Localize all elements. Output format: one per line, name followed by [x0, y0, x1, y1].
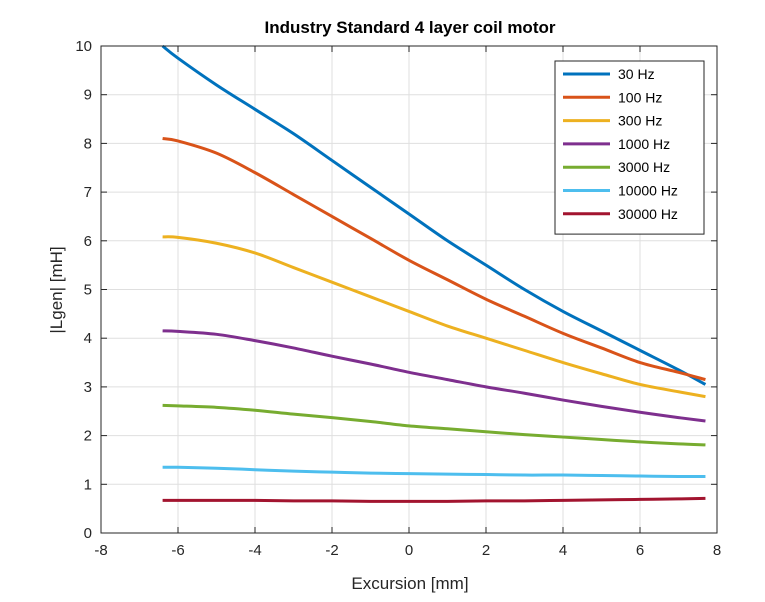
legend-entry: 1000 Hz: [563, 136, 670, 152]
y-tick-label: 5: [84, 282, 92, 299]
y-tick-label: 8: [84, 135, 92, 152]
legend: 30 Hz 100 Hz 300 Hz 1000 Hz 3000 Hz 10000 Hz 3…: [554, 60, 705, 235]
legend-box: [554, 60, 705, 235]
y-tick-label: 3: [84, 379, 92, 396]
y-tick-label: 2: [84, 428, 92, 445]
chart-title: Industry Standard 4 layer coil motor: [265, 18, 556, 37]
y-tick-label: 1: [84, 476, 92, 493]
series-line-1: [161, 44, 707, 386]
legend-entry: 30 Hz: [563, 66, 655, 82]
y-tick-label: 6: [84, 233, 92, 250]
series-line-3: [162, 235, 706, 399]
legend-entry: 3000 Hz: [563, 159, 670, 175]
series-line-2: [162, 137, 706, 382]
x-tick-label: -8: [94, 542, 107, 559]
y-tick-label: 4: [84, 330, 92, 347]
legend-label: 10000 Hz: [618, 183, 678, 199]
series-line-4: [162, 329, 706, 423]
x-tick-label: 2: [482, 542, 490, 559]
legend-label: 30000 Hz: [618, 206, 678, 222]
legend-entry: 300 Hz: [563, 113, 662, 129]
series-layer: [161, 44, 707, 503]
legend-entry: 30000 Hz: [563, 206, 678, 222]
y-tick-label: 10: [75, 38, 92, 55]
tick-labels: -8 -6 -4 -2 0 2 4 6 8 0 1 2 3 4 5 6 7 8 9 10: [75, 38, 721, 559]
y-axis-label: |Lgen| [mH]: [47, 246, 66, 333]
x-axis-label: Excursion [mm]: [351, 574, 468, 593]
legend-label: 100 Hz: [618, 89, 662, 105]
legend-label: 3000 Hz: [618, 159, 670, 175]
x-tick-label: 4: [559, 542, 567, 559]
legend-entry: 10000 Hz: [563, 183, 678, 199]
legend-label: 30 Hz: [618, 66, 655, 82]
x-tick-label: -6: [171, 542, 184, 559]
legend-label: 1000 Hz: [618, 136, 670, 152]
x-tick-label: 0: [405, 542, 413, 559]
y-tick-label: 0: [84, 525, 92, 542]
series-line-7: [162, 496, 706, 503]
y-tick-label: 7: [84, 184, 92, 201]
x-tick-label: -4: [248, 542, 261, 559]
x-tick-label: 8: [713, 542, 721, 559]
x-tick-label: -2: [325, 542, 338, 559]
y-tick-label: 9: [84, 87, 92, 104]
x-tick-label: 6: [636, 542, 644, 559]
series-line-6: [162, 465, 706, 479]
legend-label: 300 Hz: [618, 113, 662, 129]
series-line-5: [162, 403, 706, 447]
legend-entry: 100 Hz: [563, 89, 662, 105]
